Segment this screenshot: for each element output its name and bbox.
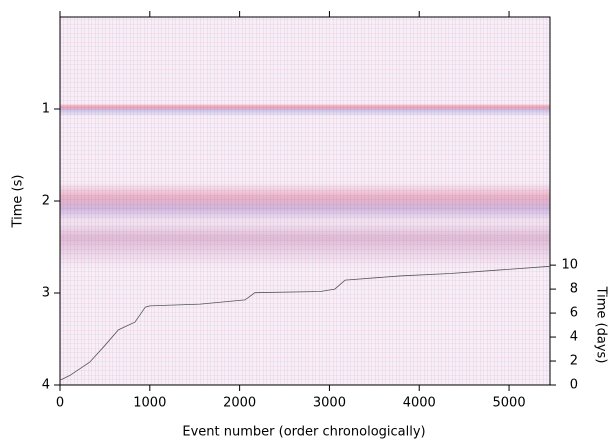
y-tick-label: 1: [42, 102, 50, 117]
y-axis-label: Time (s): [11, 175, 26, 229]
x-tick-label: 1000: [133, 396, 166, 411]
y-tick-label: 4: [42, 378, 50, 393]
y-tick-label: 2: [42, 194, 50, 209]
y2-axis-label: Time (days): [594, 286, 608, 364]
y2-tick-label: 2: [570, 354, 578, 369]
x-tick-label: 3000: [313, 396, 346, 411]
plot-frame: [59, 16, 551, 386]
x-axis-label: Event number (order chronologically): [182, 425, 425, 439]
y-tick-label: 3: [42, 286, 50, 301]
cumulative-time-line: [59, 265, 551, 381]
y2-tick-label: 8: [570, 282, 578, 297]
x-tick-label: 2000: [223, 396, 256, 411]
x-tick-label: 4000: [403, 396, 436, 411]
y2-tick-label: 10: [561, 258, 578, 273]
x-tick-label: 0: [56, 396, 64, 411]
y2-tick-label: 6: [570, 306, 578, 321]
y2-tick-label: 0: [570, 378, 578, 393]
seismic-image: [60, 17, 550, 385]
y2-tick-label: 4: [570, 330, 578, 345]
x-tick-label: 5000: [493, 396, 526, 411]
